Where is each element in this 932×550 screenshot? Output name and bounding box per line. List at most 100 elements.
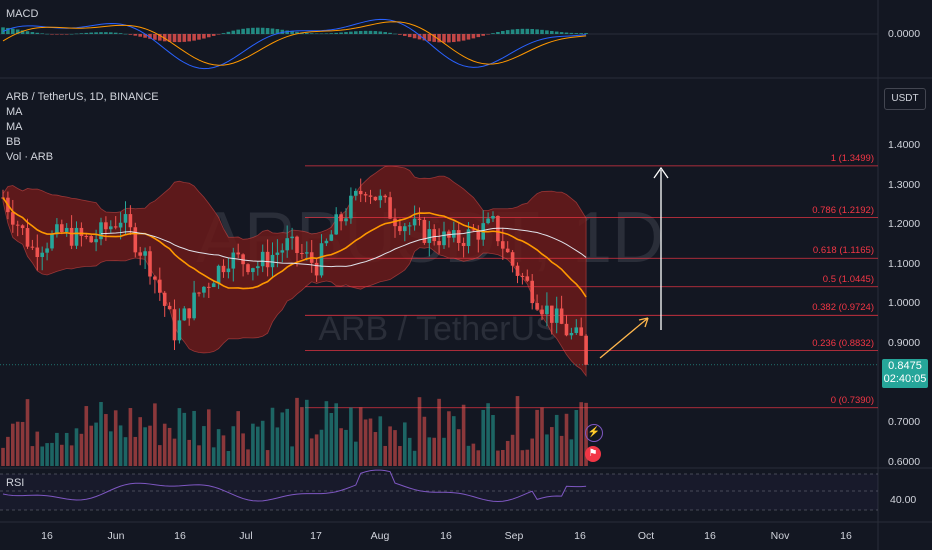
time-tick: Aug [370, 530, 390, 542]
macd-histogram-bar [143, 34, 147, 38]
volume-bar [6, 436, 10, 466]
candle-body [138, 252, 142, 256]
candle-body [20, 225, 25, 229]
volume-bar [187, 439, 191, 466]
macd-histogram-bar [20, 30, 25, 34]
macd-histogram-bar [187, 34, 191, 42]
candle-body [133, 227, 138, 253]
candle-body [207, 286, 211, 288]
volume-bar [74, 428, 79, 466]
macd-histogram-bar [373, 31, 378, 34]
candle-body [211, 283, 216, 288]
volume-bar [427, 437, 432, 466]
candle-body [545, 305, 549, 315]
candle-body [69, 227, 74, 246]
macd-histogram-bar [162, 34, 167, 42]
currency-button[interactable]: USDT [884, 88, 926, 110]
candle-body [172, 309, 177, 341]
volume-bar [545, 434, 549, 466]
candle-body [461, 242, 466, 247]
candle-body [64, 227, 69, 233]
ma-legend-1[interactable]: MA [6, 106, 23, 118]
macd-histogram-bar [216, 34, 221, 35]
time-tick: 16 [174, 530, 186, 542]
ma-legend-2[interactable]: MA [6, 121, 23, 133]
volume-bar [319, 429, 324, 466]
macd-histogram-bar [128, 34, 133, 35]
candle-body [118, 222, 123, 228]
candle-body [314, 262, 319, 276]
flag-icon[interactable]: ⚑ [585, 446, 601, 462]
volume-bar [422, 416, 427, 466]
macd-histogram-bar [510, 29, 515, 34]
candle-body [579, 327, 583, 336]
volume-bar [344, 429, 348, 466]
candle-body [50, 234, 54, 249]
macd-histogram-bar [461, 34, 466, 41]
bb-legend[interactable]: BB [6, 136, 21, 148]
lightning-icon[interactable]: ⚡ [585, 424, 603, 442]
candle-body [550, 305, 554, 323]
candle-body [305, 252, 309, 254]
time-tick: 16 [41, 530, 53, 542]
candle-body [221, 265, 226, 273]
macd-legend[interactable]: MACD [6, 8, 39, 20]
macd-histogram-bar [471, 34, 476, 39]
candle-body [113, 226, 118, 228]
macd-histogram-bar [45, 33, 49, 35]
candle-body [476, 230, 481, 240]
volume-bar [496, 450, 500, 466]
macd-histogram-bar [437, 34, 441, 43]
volume-legend[interactable]: Vol · ARB [6, 151, 54, 163]
volume-bar [417, 397, 422, 466]
macd-histogram-bar [388, 32, 392, 34]
volume-bar [334, 403, 338, 466]
macd-histogram-bar [211, 34, 216, 36]
volume-bar [510, 434, 515, 466]
volume-bar [133, 436, 138, 466]
volume-bar [339, 428, 343, 466]
volume-bar [314, 434, 319, 466]
time-tick: 16 [440, 530, 452, 542]
macd-histogram-bar [25, 31, 30, 34]
candle-body [30, 246, 35, 248]
candle-body [74, 227, 79, 246]
macd-histogram-bar [64, 34, 69, 35]
candle-body [368, 195, 373, 197]
volume-bar [535, 409, 539, 466]
macd-histogram-bar [486, 34, 490, 35]
volume-bar [231, 426, 236, 466]
rsi-legend[interactable]: RSI [6, 477, 25, 489]
macd-histogram-bar [525, 28, 530, 34]
macd-histogram-bar [368, 30, 373, 34]
volume-bar [40, 446, 44, 466]
macd-histogram-bar [256, 27, 260, 34]
bollinger-band [2, 165, 587, 378]
macd-histogram-bar [55, 34, 59, 35]
macd-histogram-bar [339, 32, 343, 34]
volume-bar [388, 426, 392, 466]
volume-bar [60, 444, 64, 466]
candle-body [143, 251, 147, 256]
macd-histogram-bar [403, 34, 407, 36]
macd-histogram-bar [270, 28, 275, 34]
macd-histogram-bar [329, 33, 334, 34]
macd-histogram-bar [309, 33, 314, 34]
volume-bar [442, 437, 446, 466]
fib-level-label: 0.786 (1.2192) [812, 204, 874, 216]
macd-histogram-bar [354, 31, 358, 34]
candle-body [177, 320, 182, 341]
candle-body [501, 241, 505, 249]
candle-body [158, 279, 162, 293]
volume-bar [11, 423, 15, 466]
volume-bar [349, 407, 353, 466]
target-arrowhead [653, 166, 669, 179]
macd-histogram-bar [515, 29, 520, 34]
candle-body [89, 236, 93, 243]
volume-bar [373, 432, 378, 466]
candle-body [260, 251, 265, 267]
macd-histogram-bar [554, 31, 559, 34]
candle-body [280, 250, 285, 253]
price-tick: 0.9000 [888, 337, 921, 349]
